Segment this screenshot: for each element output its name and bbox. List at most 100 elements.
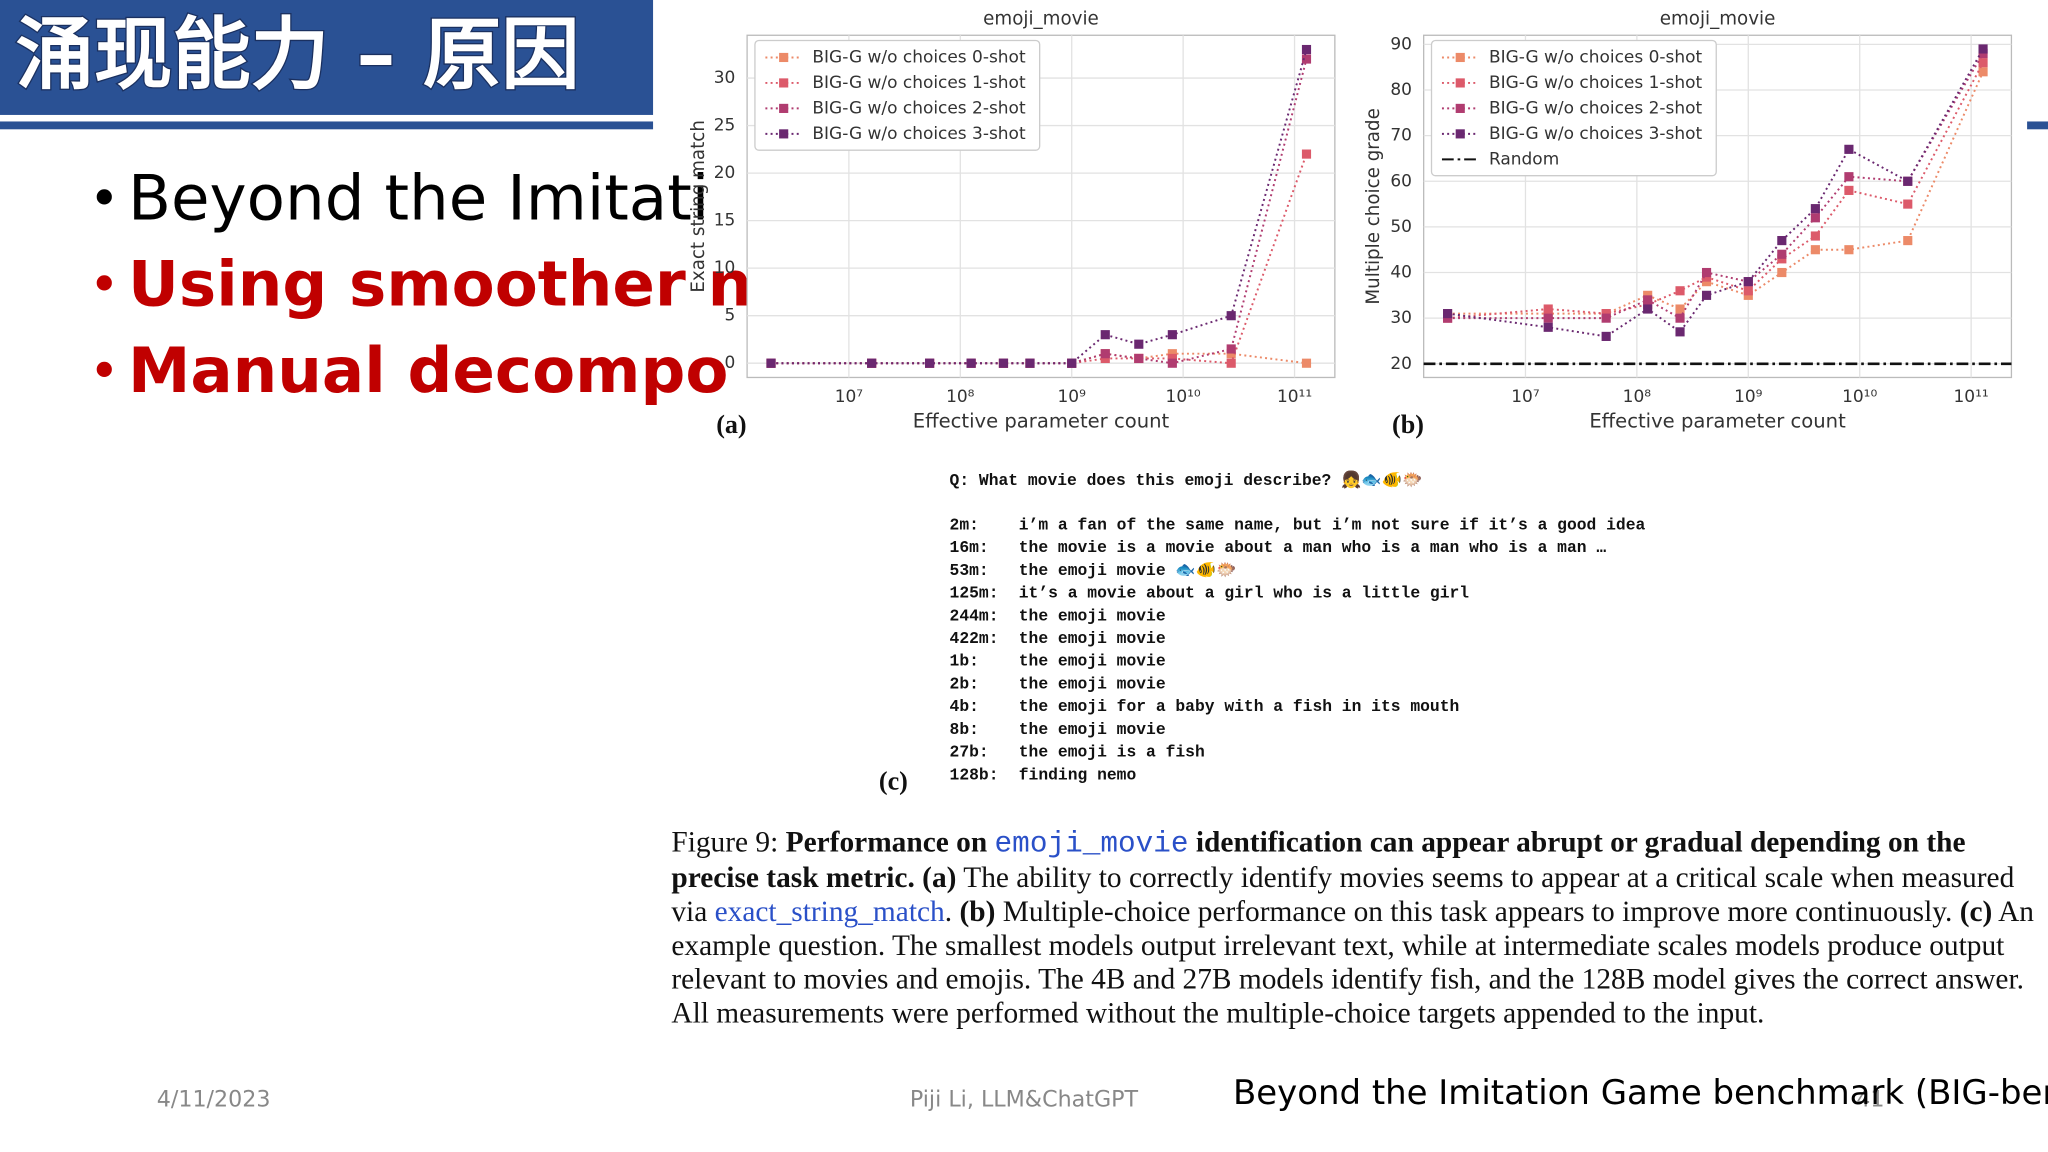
data-point: [1810, 213, 1820, 223]
series-line: [771, 49, 1308, 365]
data-point: [1743, 286, 1753, 296]
series-line: [771, 352, 1307, 365]
y-tick-label: 10: [714, 258, 736, 278]
caption-segment: emoji_movie: [994, 826, 1189, 861]
series-line: [1447, 71, 1984, 315]
caption-segment: .: [944, 894, 960, 928]
caption-segment: Figure 9:: [671, 825, 786, 859]
model-output: the emoji movie: [1019, 720, 1166, 739]
series-line: [771, 58, 1308, 365]
data-point: [1167, 353, 1177, 364]
data-point: [1810, 245, 1820, 255]
model-output: the emoji movie: [1019, 674, 1166, 693]
y-tick-label: 0: [725, 353, 736, 373]
slide-title: 涌现能力 – 原因: [16, 10, 580, 101]
bullet-text: Beyond the Imitati: [128, 162, 709, 235]
legend-marker: [1455, 52, 1465, 63]
page-number: 41: [1856, 1086, 1884, 1112]
data-point: [1978, 44, 1988, 54]
legend-marker: [1455, 129, 1465, 139]
data-point: [1067, 358, 1077, 368]
panel-label: (c): [879, 767, 908, 796]
y-tick-label: 30: [1390, 308, 1412, 328]
title-rule: [0, 121, 654, 130]
data-point: [1100, 330, 1110, 340]
x-tick-label: 10⁷: [835, 387, 863, 407]
y-tick-label: 20: [1390, 354, 1412, 374]
model-output: the movie is a movie about a man who is …: [1019, 538, 1607, 557]
data-point: [1701, 267, 1712, 278]
legend-label: BIG-G w/o choices 2-shot: [812, 98, 1026, 118]
y-tick-label: 70: [1390, 126, 1412, 146]
data-point: [1025, 358, 1035, 368]
model-output: the emoji movie: [1019, 652, 1166, 671]
data-point: [1167, 358, 1177, 368]
data-point: [1844, 172, 1854, 182]
data-point: [766, 358, 776, 368]
legend-label: BIG-G w/o choices 0-shot: [812, 47, 1026, 67]
data-point: [925, 358, 935, 368]
y-tick-label: 20: [714, 163, 736, 183]
model-size: 244m:: [950, 606, 999, 625]
title-box: [0, 0, 654, 115]
bullet-dot: •: [89, 169, 120, 229]
legend-marker: [779, 52, 789, 63]
model-size: 16m:: [950, 538, 989, 557]
y-tick-label: 80: [1390, 80, 1412, 100]
series-line: [1447, 53, 1984, 320]
y-tick-label: 50: [1390, 217, 1412, 237]
legend-label: BIG-G w/o choices 3-shot: [1489, 124, 1703, 144]
model-size: 128b:: [950, 765, 999, 784]
caption-segment: Multiple-choice performance on this task…: [995, 894, 1960, 928]
chart-title: emoji_movie: [1660, 9, 1776, 30]
footer-source: Beyond the Imitation Game benchmark (BIG…: [1233, 1073, 2048, 1113]
data-point: [1601, 313, 1611, 323]
data-point: [1643, 304, 1653, 314]
legend-label: Random: [1489, 149, 1559, 169]
data-point: [1903, 236, 1913, 246]
caption-segment: [915, 861, 922, 894]
legend-label: BIG-G w/o choices 3-shot: [812, 124, 1026, 144]
data-point: [1226, 344, 1236, 354]
x-tick-label: 10¹⁰: [1166, 387, 1201, 407]
data-point: [1810, 204, 1820, 214]
x-axis-label: Effective parameter count: [1589, 409, 1846, 432]
x-tick-label: 10¹¹: [1277, 387, 1312, 407]
model-output: the emoji for a baby with a fish in its …: [1019, 697, 1460, 716]
data-point: [1844, 245, 1854, 255]
model-size: 4b:: [950, 697, 979, 716]
data-point: [1134, 339, 1144, 349]
legend-label: BIG-G w/o choices 1-shot: [812, 73, 1026, 93]
model-size: 53m:: [950, 561, 989, 580]
data-point: [1777, 267, 1787, 278]
data-point: [1978, 67, 1988, 77]
caption-segment: (a): [922, 860, 957, 894]
data-point: [1777, 249, 1787, 259]
data-point: [1301, 149, 1312, 159]
data-point: [1543, 304, 1553, 314]
legend-box: [1430, 39, 1717, 177]
title-rule: [2027, 121, 2048, 130]
data-point: [966, 358, 976, 368]
data-point: [1675, 327, 1685, 337]
data-point: [1675, 313, 1685, 323]
caption-segment: The ability to correctly identify movies…: [671, 860, 2015, 928]
y-axis-label: Multiple choice grade: [1363, 108, 1384, 304]
data-point: [1810, 231, 1820, 241]
model-size: 2b:: [950, 674, 979, 693]
data-point: [867, 358, 877, 368]
model-size: 422m:: [950, 629, 999, 648]
caption-segment: exact_string_match: [714, 894, 945, 928]
data-point: [1167, 349, 1177, 359]
data-point: [1701, 290, 1712, 300]
caption-segment: An example question. The smallest models…: [671, 894, 2035, 1030]
data-point: [1903, 176, 1913, 186]
example-question: Q: What movie does this emoji describe? …: [950, 470, 1423, 490]
data-point: [1777, 236, 1787, 246]
model-output: it’s a movie about a girl who is a littl…: [1019, 584, 1470, 603]
data-point: [1844, 185, 1854, 195]
model-output: the emoji movie 🐟🐠🐡: [1019, 561, 1237, 580]
x-tick-label: 10⁸: [1623, 387, 1652, 407]
data-point: [1643, 295, 1653, 305]
